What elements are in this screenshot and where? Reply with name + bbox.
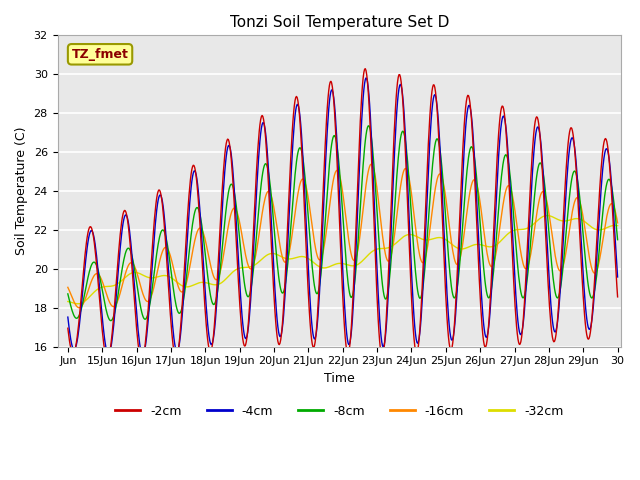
Text: TZ_fmet: TZ_fmet — [72, 48, 129, 61]
Y-axis label: Soil Temperature (C): Soil Temperature (C) — [15, 127, 28, 255]
Legend: -2cm, -4cm, -8cm, -16cm, -32cm: -2cm, -4cm, -8cm, -16cm, -32cm — [110, 400, 568, 423]
X-axis label: Time: Time — [324, 372, 355, 385]
Title: Tonzi Soil Temperature Set D: Tonzi Soil Temperature Set D — [230, 15, 449, 30]
